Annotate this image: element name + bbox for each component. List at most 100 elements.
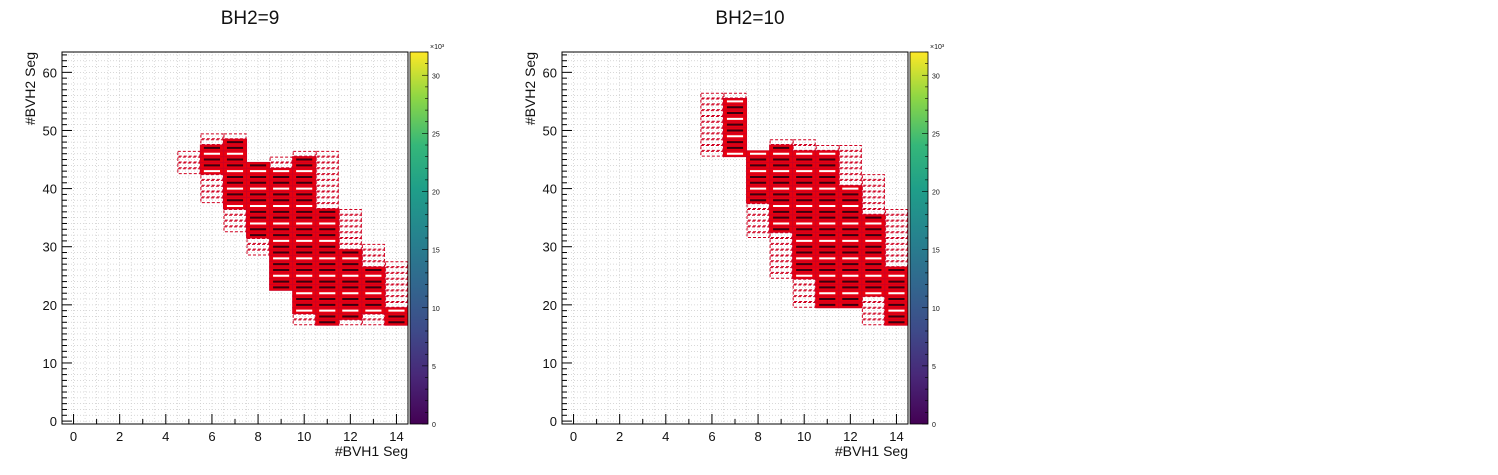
colorbar-tick-label: 0 [932, 422, 936, 429]
bin-box-outline [200, 191, 224, 198]
y-tick-label: 30 [43, 240, 57, 255]
bin-box-outline [792, 284, 816, 291]
colorbar: 0 5 10 15 20 25 30 ×10³ [909, 44, 945, 429]
bin-box-outline [861, 313, 885, 320]
bin-box-outline [838, 145, 862, 151]
bin-box-outline [246, 238, 270, 244]
bin-box-outline [338, 232, 362, 238]
bin-box-outline [746, 226, 770, 233]
colorbar-tick-label: 10 [432, 306, 440, 313]
bin-box-outline [769, 272, 793, 279]
bin-box-outline [884, 243, 908, 250]
bin-box-outline [884, 214, 908, 221]
y-axis: 0 10 20 30 40 50 60 #BVH2 Seg [22, 52, 72, 429]
bin-box-outline [746, 232, 770, 238]
colorbar-tick-label: 20 [432, 190, 440, 197]
y-tick-label: 50 [43, 123, 57, 138]
bin-box-outline [792, 290, 816, 297]
bin-box-outline [769, 249, 793, 256]
x-axis-label: #BVH1 Seg [835, 443, 908, 459]
box-marks [177, 133, 409, 326]
colorbar-tick-label: 25 [932, 131, 940, 138]
x-tick-label: 6 [708, 429, 715, 444]
colorbar-tick-label: 30 [432, 73, 440, 80]
bin-box-outline [815, 145, 839, 151]
bin-box-outline [315, 197, 339, 204]
y-axis: 0 10 20 30 40 50 60 #BVH2 Seg [522, 52, 572, 429]
bin-box-outline [269, 156, 293, 163]
bin-box-outline [838, 174, 862, 180]
x-tick-label: 8 [754, 429, 761, 444]
plot-title: BH2=10 [715, 8, 785, 29]
bin-box-outline [700, 104, 724, 111]
plot-title: BH2=9 [220, 8, 280, 29]
bin-box-outline [700, 127, 724, 134]
bin-box-outline [223, 214, 247, 221]
bin-box-outline [384, 272, 408, 279]
bin-box-outline [838, 156, 862, 163]
bin-box-outline [884, 249, 908, 256]
colorbar-exponent: ×10³ [930, 44, 945, 51]
bin-box-outline [338, 220, 362, 227]
bin-box-outline [177, 168, 201, 175]
bin-box-outline [769, 255, 793, 262]
bin-box-outline [700, 133, 724, 140]
x-tick-label: 0 [570, 429, 577, 444]
bin-box-outline [746, 220, 770, 227]
bin-box-outline [861, 191, 885, 198]
bin-box-outline [861, 179, 885, 186]
bin-box-outline [315, 179, 339, 186]
colorbar-tick-label: 30 [932, 73, 940, 80]
bin-box-outline [861, 197, 885, 204]
bin-box-outline [861, 174, 885, 180]
x-tick-label: 14 [889, 429, 903, 444]
colorbar-tick-label: 5 [932, 364, 936, 371]
bin-box-outline [884, 208, 908, 215]
bin-box-outline [361, 243, 385, 250]
x-axis-label: #BVH1 Seg [335, 443, 408, 459]
bin-box-outline [384, 278, 408, 285]
bin-box-outline [338, 208, 362, 215]
bin-box-outline [200, 133, 224, 140]
x-tick-label: 4 [662, 429, 669, 444]
bin-box-outline [177, 156, 201, 163]
bin-box-outline [884, 255, 908, 262]
x-tick-label: 12 [843, 429, 857, 444]
colorbar: 0 5 10 15 20 25 30 ×10³ [409, 44, 445, 429]
colorbar-tick-label: 5 [432, 364, 436, 371]
x-axis: 0 2 4 6 8 10 12 14#BVH1 Seg [570, 414, 908, 459]
bin-box-outline [769, 238, 793, 244]
y-tick-label: 50 [543, 123, 557, 138]
bin-box-outline [861, 307, 885, 314]
bin-box-outline [361, 249, 385, 256]
bin-box-outline [338, 226, 362, 233]
bin-box-outline [292, 319, 316, 326]
x-tick-label: 14 [389, 429, 403, 444]
x-tick-label: 0 [70, 429, 77, 444]
x-tick-label: 6 [208, 429, 215, 444]
bin-box-outline [384, 284, 408, 291]
bin-box-outline [384, 267, 408, 273]
bin-box-outline [315, 203, 339, 209]
x-tick-label: 8 [254, 429, 261, 444]
colorbar-tick-label: 15 [932, 248, 940, 255]
bin-box-outline [361, 319, 385, 326]
x-tick-label: 4 [162, 429, 169, 444]
bin-box-outline [792, 296, 816, 302]
bin-box-outline [246, 249, 270, 256]
colorbar-tick-label: 25 [432, 131, 440, 138]
bin-box-outline [361, 255, 385, 262]
bin-box-outline [838, 168, 862, 175]
bin-box-outline [838, 162, 862, 169]
bin-box-outline [769, 243, 793, 250]
colorbar-tick-label: 15 [432, 248, 440, 255]
x-axis: 0 2 4 6 8 10 12 14#BVH1 Seg [70, 414, 408, 459]
bin-box-outline [315, 185, 339, 192]
panel-bh2-10: BH2=10 0 2 4 6 8 10 12 14 #BVH1 Seg 0 10 20 30 40 50 60… [500, 0, 1000, 475]
bin-box-outline [861, 301, 885, 308]
bin-box-outline [746, 208, 770, 215]
bin-box-outline [884, 238, 908, 244]
bin-box-outline [700, 98, 724, 105]
bin-box-outline [338, 214, 362, 221]
